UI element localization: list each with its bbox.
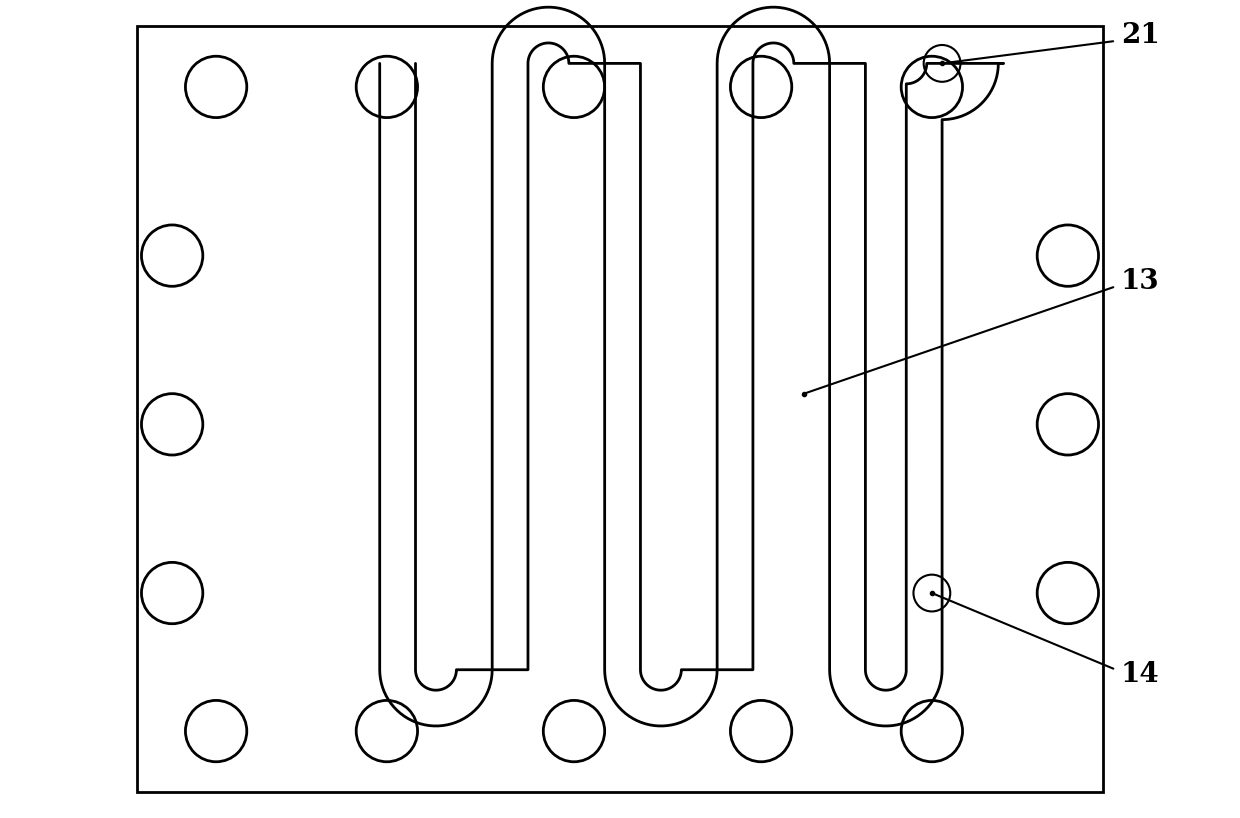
Text: 21: 21 xyxy=(1121,22,1159,49)
Text: 14: 14 xyxy=(1121,661,1159,689)
Text: 13: 13 xyxy=(1121,267,1159,294)
